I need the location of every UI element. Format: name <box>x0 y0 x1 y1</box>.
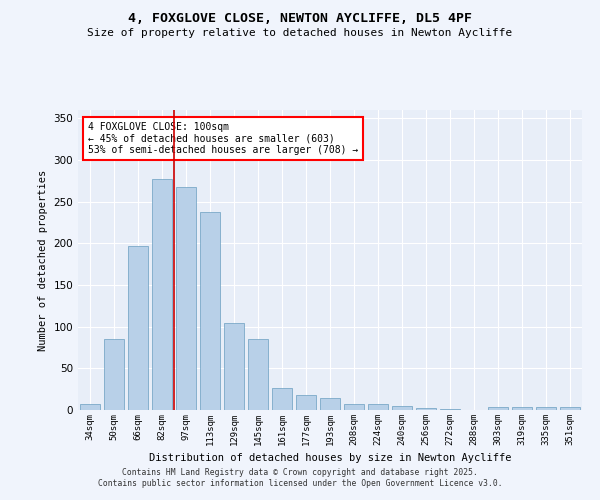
Bar <box>416 408 436 410</box>
Bar <box>320 398 340 410</box>
Text: 4, FOXGLOVE CLOSE, NEWTON AYCLIFFE, DL5 4PF: 4, FOXGLOVE CLOSE, NEWTON AYCLIFFE, DL5 … <box>128 12 472 26</box>
Bar <box>560 406 580 410</box>
Text: Size of property relative to detached houses in Newton Aycliffe: Size of property relative to detached ho… <box>88 28 512 38</box>
Bar <box>128 246 148 410</box>
Bar <box>104 339 124 410</box>
Bar <box>344 404 364 410</box>
Bar <box>296 395 316 410</box>
Bar <box>176 186 196 410</box>
Bar <box>488 406 508 410</box>
Bar <box>512 406 532 410</box>
Bar <box>80 404 100 410</box>
X-axis label: Distribution of detached houses by size in Newton Aycliffe: Distribution of detached houses by size … <box>149 454 511 464</box>
Bar <box>224 322 244 410</box>
Y-axis label: Number of detached properties: Number of detached properties <box>38 170 48 350</box>
Bar <box>440 409 460 410</box>
Bar <box>536 406 556 410</box>
Bar <box>248 339 268 410</box>
Text: 4 FOXGLOVE CLOSE: 100sqm
← 45% of detached houses are smaller (603)
53% of semi-: 4 FOXGLOVE CLOSE: 100sqm ← 45% of detach… <box>88 122 358 155</box>
Text: Contains HM Land Registry data © Crown copyright and database right 2025.
Contai: Contains HM Land Registry data © Crown c… <box>98 468 502 487</box>
Bar <box>200 212 220 410</box>
Bar <box>152 179 172 410</box>
Bar <box>392 406 412 410</box>
Bar <box>272 388 292 410</box>
Bar <box>368 404 388 410</box>
